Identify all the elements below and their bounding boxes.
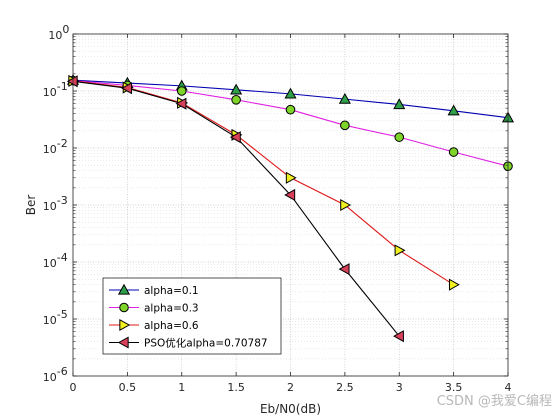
y-tick-exponent: -4	[57, 251, 68, 264]
x-tick-label: 4	[505, 381, 512, 394]
y-tick-base: 10	[43, 86, 57, 99]
series-2-point-marker	[285, 104, 296, 115]
series-layer	[66, 73, 515, 343]
watermark-text: CSDN @我爱C编程	[437, 394, 552, 409]
legend-marker	[117, 283, 131, 295]
series-3-line	[72, 80, 454, 286]
series-4-point-marker	[175, 97, 187, 110]
y-axis-label: Ber	[24, 195, 38, 216]
x-tick-label: 2.5	[336, 381, 354, 394]
x-axis-label: Eb/N0(dB)	[260, 402, 321, 416]
series-2-point-marker	[394, 132, 405, 142]
series-2-point-marker	[231, 95, 241, 105]
y-tick-base: 10	[43, 371, 57, 384]
series-2-point-marker	[340, 120, 350, 131]
legend: alpha=0.1 alpha=0.3 alpha=0.6 PSO优化alpha=0.…	[102, 277, 282, 355]
series-1-point-marker	[284, 87, 297, 99]
y-tick-base: 10	[43, 314, 57, 327]
y-tick-exponent: -3	[57, 194, 68, 207]
y-tick-label: 10 -3	[43, 194, 68, 213]
x-tick-label: 0	[70, 381, 77, 394]
series-3-point-marker	[394, 244, 406, 257]
legend-marker	[117, 336, 129, 349]
y-tick-label: 10 -4	[43, 251, 68, 270]
series-1-point-marker	[393, 98, 406, 110]
series-4-point-marker	[338, 263, 350, 276]
series-3-point-marker	[448, 278, 460, 291]
series-3-point-marker	[285, 171, 297, 184]
y-tick-label: 10 0	[48, 23, 69, 42]
series-3-point-marker	[340, 198, 352, 212]
y-tick-exponent: -6	[57, 365, 68, 378]
x-tick-label: 1.5	[227, 381, 245, 394]
tick-labels: 0 0.5 1 1.5 2 2.5 3 3.5 410-610-510-410-310 -210-…	[43, 23, 512, 394]
series-4-point-marker	[229, 131, 241, 144]
series-1-point-marker	[447, 104, 460, 116]
y-tick-base: 10	[43, 143, 57, 156]
legend-label: PSO优化alpha=0.70787	[144, 337, 268, 350]
legend-entry: PSO优化alpha=0.70787	[109, 336, 268, 350]
y-tick-base: 10	[43, 257, 57, 270]
y-tick-label: 10 -5	[43, 308, 68, 327]
y-tick-exponent: -5	[57, 308, 68, 321]
series-2-point-marker	[448, 147, 459, 157]
y-tick-base: 10	[43, 200, 57, 213]
x-tick-label: 2	[287, 381, 294, 394]
x-tick-label: 3	[396, 381, 403, 394]
x-tick-label: 1	[178, 381, 185, 394]
legend-box	[102, 277, 282, 355]
legend-marker	[119, 318, 131, 332]
y-tick-base: 10	[48, 29, 62, 42]
series-4-point-marker	[66, 75, 78, 88]
y-tick-exponent: 0	[62, 23, 69, 36]
legend-entry: alpha=0.3	[109, 303, 199, 315]
x-tick-label: 3.5	[445, 381, 463, 394]
y-tick-label: 10 -6	[43, 365, 68, 384]
y-tick-exponent: -2	[57, 137, 68, 150]
series-4-point-marker	[284, 188, 296, 202]
legend-label: alpha=0.1	[144, 285, 199, 297]
legend-marker	[119, 302, 129, 313]
y-tick-label: 10 -2	[43, 137, 68, 156]
series-4-point-marker	[121, 82, 133, 95]
x-tick-label: 0.5	[119, 381, 137, 394]
legend-label: alpha=0.6	[144, 320, 199, 332]
series-1-point-marker	[230, 83, 243, 95]
y-tick-label: 10 -1	[43, 80, 68, 99]
legend-label: alpha=0.3	[144, 303, 199, 315]
y-tick-exponent: -1	[57, 80, 68, 93]
series-4	[66, 75, 404, 343]
legend-entry: alpha=0.1	[109, 283, 199, 297]
series-1-point-marker	[338, 92, 351, 104]
legend-entry: alpha=0.6	[109, 318, 199, 332]
series-2-point-marker	[176, 86, 187, 96]
series-4-point-marker	[393, 330, 404, 343]
